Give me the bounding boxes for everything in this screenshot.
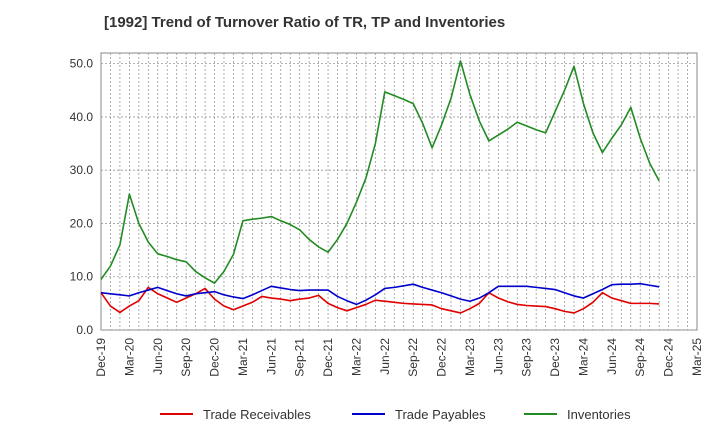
x-tick-label: Dec-19 [94,338,108,377]
x-tick-label: Dec-20 [208,338,222,377]
y-tick-label: 30.0 [70,163,94,177]
x-tick-label: Jun-21 [264,338,278,375]
x-tick-label: Sep-23 [520,338,534,377]
series-line-3 [100,60,660,284]
x-tick-label: Mar-22 [349,338,363,376]
y-tick-label: 50.0 [70,57,94,71]
x-tick-label: Dec-24 [662,338,676,377]
y-tick-label: 40.0 [70,110,94,124]
legend-label: Inventories [567,407,631,422]
x-tick-label: Mar-20 [122,338,136,376]
x-tick-label: Mar-24 [576,338,590,376]
y-tick-label: 20.0 [70,216,94,230]
y-tick-label: 0.0 [76,323,93,337]
x-tick-label: Mar-23 [463,338,477,376]
chart-title: [1992] Trend of Turnover Ratio of TR, TP… [104,14,506,31]
x-tick-label: Dec-22 [435,338,449,377]
legend-label: Trade Payables [395,407,486,422]
x-tick-label: Sep-21 [293,338,307,377]
x-tick-label: Sep-20 [179,338,193,377]
x-tick-label: Jun-23 [491,338,505,375]
x-tick-label: Sep-22 [406,338,420,377]
x-tick-label: Dec-21 [321,338,335,377]
x-tick-label: Dec-23 [548,338,562,377]
x-tick-label: Jun-24 [605,338,619,375]
x-tick-label: Mar-21 [236,338,250,376]
y-tick-label: 10.0 [70,270,94,284]
plot-area [100,52,698,331]
x-tick-label: Jun-20 [151,338,165,375]
series-line-2 [100,282,660,306]
x-tick-label: Mar-25 [690,338,704,376]
legend-label: Trade Receivables [203,407,311,422]
x-tick-label: Jun-22 [378,338,392,375]
x-tick-label: Sep-24 [633,338,647,377]
